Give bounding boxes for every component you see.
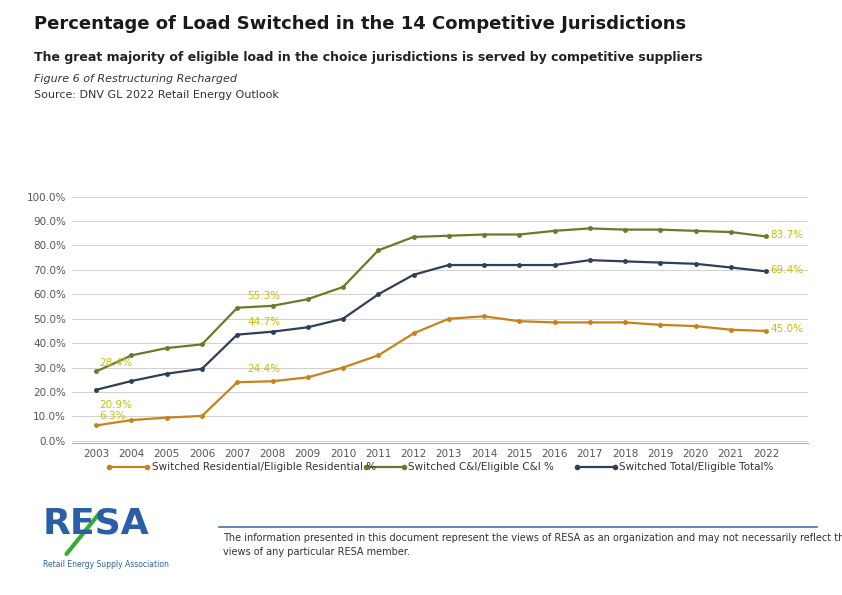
Text: The information presented in this document represent the views of RESA as an org: The information presented in this docume… <box>223 533 842 556</box>
Text: 83.7%: 83.7% <box>770 230 803 240</box>
Text: 45.0%: 45.0% <box>770 324 803 334</box>
Text: Source: DNV GL 2022 Retail Energy Outlook: Source: DNV GL 2022 Retail Energy Outloo… <box>34 90 279 101</box>
Text: Figure 6 of Restructuring Recharged: Figure 6 of Restructuring Recharged <box>34 74 237 84</box>
Text: Switched Total/Eligible Total%: Switched Total/Eligible Total% <box>619 462 773 472</box>
Text: 44.7%: 44.7% <box>248 317 280 327</box>
Text: 6.3%: 6.3% <box>99 411 125 421</box>
Text: 20.9%: 20.9% <box>99 400 132 410</box>
Text: Switched Residential/Eligible Residential %: Switched Residential/Eligible Residentia… <box>152 462 376 472</box>
Text: Switched C&I/Eligible C&I %: Switched C&I/Eligible C&I % <box>408 462 554 472</box>
Text: 28.4%: 28.4% <box>99 358 132 368</box>
Text: RESA: RESA <box>43 506 150 540</box>
Text: The great majority of eligible load in the choice jurisdictions is served by com: The great majority of eligible load in t… <box>34 51 702 64</box>
Text: 24.4%: 24.4% <box>248 364 280 374</box>
Text: 69.4%: 69.4% <box>770 265 803 275</box>
Text: Retail Energy Supply Association: Retail Energy Supply Association <box>43 560 168 569</box>
Text: 55.3%: 55.3% <box>248 291 280 301</box>
Text: Percentage of Load Switched in the 14 Competitive Jurisdictions: Percentage of Load Switched in the 14 Co… <box>34 15 685 33</box>
